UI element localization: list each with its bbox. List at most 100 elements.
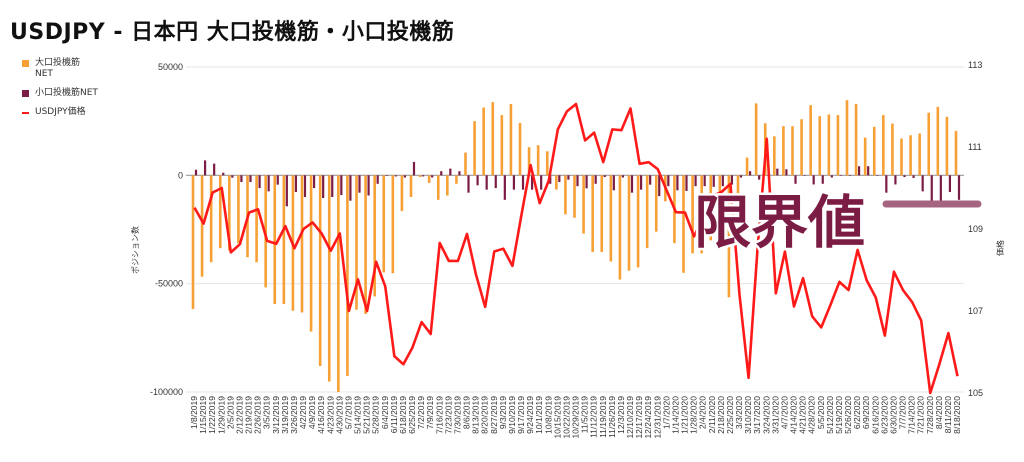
large-speculator-bar [600,175,604,253]
x-tick-label: 2/4/2020 [698,396,708,429]
large-speculator-bar [927,112,931,176]
small-speculator-bar [903,175,906,178]
x-tick-label: 8/11/2020 [943,396,953,433]
small-speculator-bar [821,175,824,184]
x-tick-label: 4/9/2019 [307,396,317,429]
small-speculator-bar [249,175,252,183]
small-speculator-bar [358,175,361,193]
large-speculator-bar [436,175,440,200]
x-tick-label: 1/22/2019 [207,396,217,434]
small-speculator-bar [222,172,225,176]
small-speculator-bar [449,168,452,176]
small-speculator-bar [649,175,652,185]
x-tick-label: 7/7/2020 [898,396,908,429]
large-speculator-bar [945,116,949,176]
small-speculator-bar [803,175,806,176]
large-speculator-bar [773,136,776,176]
small-speculator-bar [630,175,634,193]
small-speculator-bar [231,175,234,178]
y2-tick-label: 113 [968,60,982,70]
small-speculator-bar [276,175,279,185]
large-speculator-bar [491,102,495,176]
small-speculator-bar [367,175,370,196]
x-tick-label: 1/8/2019 [189,396,199,429]
large-speculator-bar [191,175,195,310]
x-tick-label: 6/18/2019 [398,396,408,434]
small-speculator-bar [421,175,425,177]
y2-tick-label: 109 [968,224,983,234]
legend-label-price: USDJPY価格 [35,107,86,117]
small-speculator-bar [939,175,942,208]
x-tick-label: 7/21/2020 [916,396,926,434]
large-speculator-bar [700,175,703,254]
x-tick-label: 5/28/2019 [371,396,381,434]
small-speculator-bar [540,175,543,190]
small-speculator-bar [585,175,588,189]
small-speculator-bar [349,175,352,201]
x-tick-label: 3/10/2020 [743,396,753,434]
large-speculator-bar [228,175,231,251]
small-speculator-bar [839,175,843,176]
x-tick-label: 11/26/2019 [607,396,617,438]
small-speculator-bar [394,175,397,177]
small-speculator-bar [331,175,334,197]
x-tick-label: 5/7/2019 [343,396,353,429]
small-speculator-bar [285,175,288,207]
small-speculator-bar [412,161,416,176]
x-tick-label: 1/29/2019 [216,396,226,434]
right-axis-ticks: 113 111 109 107 105 [968,60,983,398]
y-tick-label: -50000 [155,279,183,289]
large-speculator-bar [500,115,504,176]
y2-tick-label: 107 [968,306,983,316]
x-tick-label: 3/12/2019 [271,396,281,434]
small-speculator-bar [376,175,379,184]
x-tick-label: 5/14/2019 [353,396,363,434]
large-speculator-bar [200,175,204,277]
small-speculator-bar [794,175,797,184]
x-tick-label: 2/5/2019 [225,396,235,429]
large-speculator-bar [255,175,258,263]
large-speculator-bar [427,175,431,183]
small-speculator-bar [458,171,461,176]
legend-label-large-line2: NET [35,69,53,79]
small-speculator-bar [730,175,734,185]
x-tick-label: 1/15/2019 [198,396,208,434]
x-tick-label: 2/25/2020 [725,396,735,434]
y-tick-label: -100000 [150,387,183,397]
x-tick-label: 1/7/2020 [661,396,671,429]
x-tick-label: 3/5/2019 [262,396,272,429]
small-speculator-bar [921,175,924,192]
small-speculator-bar [603,175,606,178]
large-speculator-bar [346,175,349,376]
x-axis-ticks: 1/8/2019 1/15/2019 1/22/2019 1/29/2019 2/5/2… [189,396,962,439]
x-tick-label: 8/13/2019 [471,396,481,434]
large-speculator-bar [936,106,940,176]
legend-item-small-speculators[interactable]: 小口投機筋NET [22,88,112,99]
large-speculator-bar [400,175,404,212]
x-tick-label: 8/4/2020 [934,396,944,429]
large-speculator-bar [573,175,576,218]
x-tick-label: 5/5/2020 [816,396,826,429]
small-speculator-bar [213,163,216,176]
x-tick-label: 9/10/2019 [507,396,517,434]
small-speculator-bar [303,175,307,197]
x-tick-label: 2/18/2020 [716,396,726,434]
x-tick-label: 12/17/2019 [634,396,644,439]
x-tick-label: 1/14/2020 [670,396,680,434]
legend-item-price[interactable]: USDJPY価格 [22,107,112,118]
large-speculator-bar [809,105,812,176]
legend-item-large-speculators[interactable]: 大口投機筋 NET [22,58,112,80]
small-speculator-bar [748,171,752,176]
large-speculator-bar [364,175,367,314]
y2-axis-title: 価格 [995,240,1005,256]
x-tick-label: 3/19/2019 [280,396,290,434]
small-speculator-bar [776,168,779,176]
chart-title: USDJPY - 日本円 大口投機筋・小口投機筋 [10,20,455,45]
y-tick-label: 50000 [158,62,183,72]
large-speculator-bar [391,175,395,274]
large-speculator-bar [309,175,313,332]
x-tick-label: 7/14/2020 [907,396,917,434]
small-speculator-bar [721,175,724,187]
large-speculator-bar [718,175,722,230]
